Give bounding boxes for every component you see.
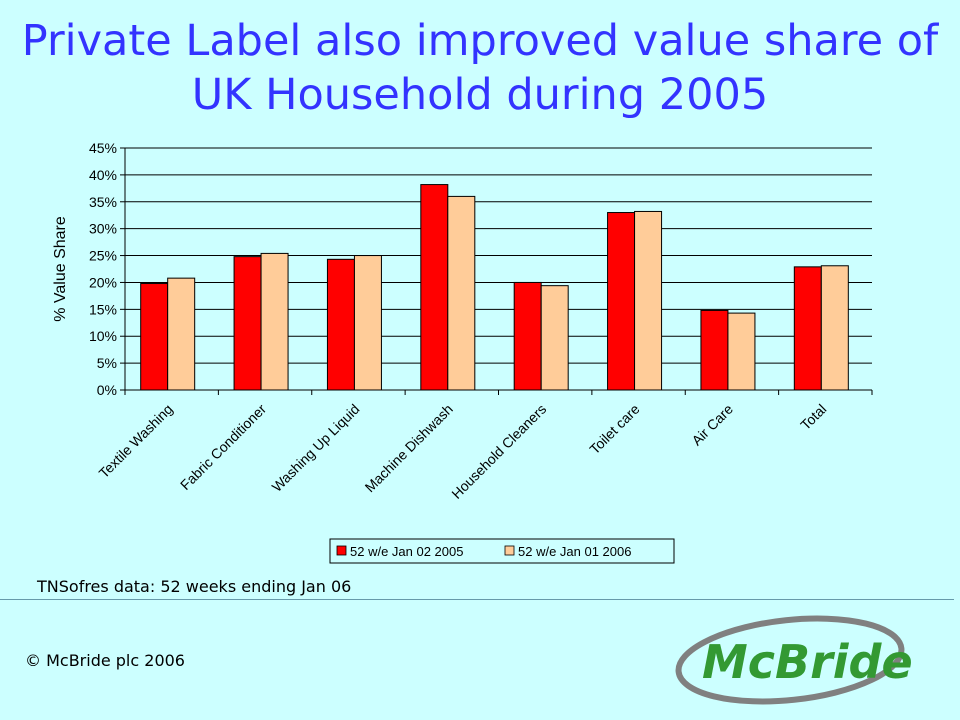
x-category-label: Textile Washing xyxy=(96,401,176,481)
x-category-label: Machine Dishwash xyxy=(362,401,456,495)
mcbride-logo: McBride xyxy=(675,615,913,705)
legend-label-2006: 52 w/e Jan 01 2006 xyxy=(518,544,631,559)
logo-wordmark: McBride xyxy=(702,635,913,689)
y-tick-label: 35% xyxy=(89,194,117,210)
y-tick-label: 15% xyxy=(89,301,117,317)
bar-2006 xyxy=(820,265,849,391)
legend-swatch-2005 xyxy=(336,545,347,556)
x-category-label: Household Cleaners xyxy=(448,401,549,502)
y-tick-label: 25% xyxy=(89,248,117,264)
y-tick-label: 45% xyxy=(89,140,117,156)
bar-2006 xyxy=(447,195,476,391)
slide-title-line-1: Private Label also improved value share … xyxy=(21,16,939,66)
x-category-label: Fabric Conditioner xyxy=(177,401,269,493)
slide-title: Private Label also improved value share … xyxy=(0,14,960,122)
footer-divider xyxy=(0,599,954,600)
bar-2006 xyxy=(727,312,756,391)
y-tick-label: 10% xyxy=(89,328,117,344)
x-category-label: Toilet care xyxy=(586,401,643,458)
y-tick-label: 0% xyxy=(97,382,117,398)
bar-2005 xyxy=(700,309,729,391)
y-tick-label: 40% xyxy=(89,167,117,183)
x-category-label: Washing Up Liquid xyxy=(269,401,363,495)
bar-2005 xyxy=(513,281,542,391)
bar-2005 xyxy=(420,184,449,391)
y-axis-title: % Value Share xyxy=(52,216,69,322)
bar-2005 xyxy=(233,256,262,391)
bar-2005 xyxy=(326,258,355,391)
bar-2005 xyxy=(140,283,169,391)
legend-swatch-2006 xyxy=(504,545,515,556)
bar-2006 xyxy=(167,277,196,391)
slide-title-line-2: UK Household during 2005 xyxy=(191,70,769,120)
source-note: TNSofres data: 52 weeks ending Jan 06 xyxy=(37,577,352,596)
logo-swoosh-inner xyxy=(685,623,895,697)
y-tick-label: 30% xyxy=(89,221,117,237)
y-tick-label: 20% xyxy=(89,274,117,290)
x-category-label: Air Care xyxy=(688,401,736,449)
bar-2006 xyxy=(353,255,382,391)
bar-2005 xyxy=(607,212,636,391)
value-share-bar-chart: 0% 5% 10% 15% 20% 25% 30% 35% 40% 45% Textile Was… xyxy=(52,140,873,564)
bar-2006 xyxy=(540,285,569,391)
bar-2006 xyxy=(260,252,289,391)
logo-swoosh-outer xyxy=(675,615,905,705)
legend-label-2005: 52 w/e Jan 02 2005 xyxy=(350,544,463,559)
bar-2005 xyxy=(793,266,822,391)
chart-legend: 52 w/e Jan 02 2005 52 w/e Jan 01 2006 xyxy=(329,538,675,564)
y-tick-label: 5% xyxy=(97,355,117,371)
legend-box xyxy=(329,538,675,564)
x-category-label: Total xyxy=(797,401,829,433)
bar-2006 xyxy=(634,210,663,391)
copyright-text: © McBride plc 2006 xyxy=(25,651,185,670)
